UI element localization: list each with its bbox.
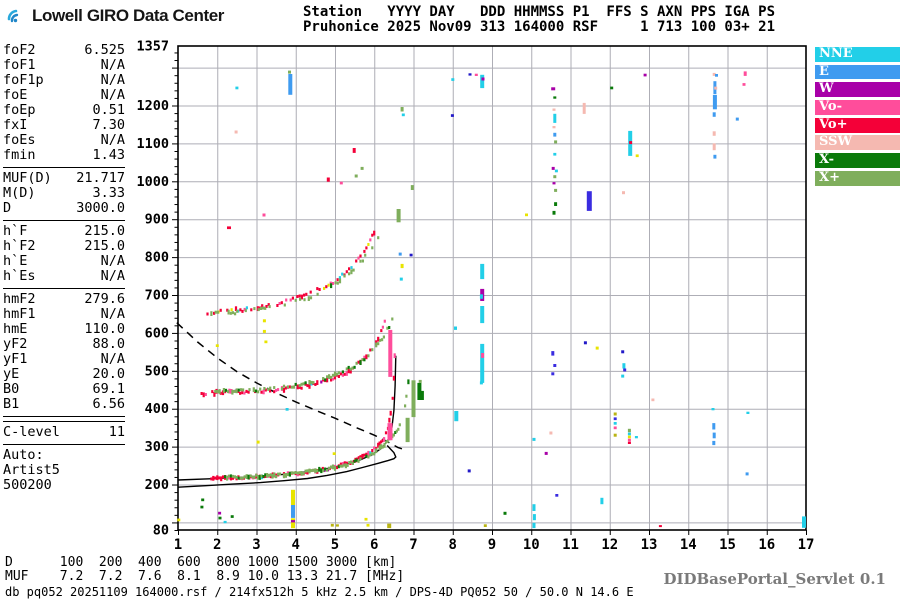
- param-row-hme: hmE 110.0: [3, 321, 125, 337]
- svg-text:10: 10: [523, 537, 540, 553]
- legend-item-x: X-: [815, 152, 900, 168]
- svg-text:500: 500: [145, 363, 169, 379]
- param-row-fof1: foF1 N/A: [3, 57, 125, 73]
- svg-text:1000: 1000: [136, 174, 169, 190]
- param-row-500200: 500200: [3, 477, 52, 493]
- param-row-auto: Auto:: [3, 447, 44, 463]
- param-separator: [3, 220, 125, 221]
- svg-text:1200: 1200: [136, 98, 169, 114]
- param-separator: [3, 288, 125, 289]
- param-row-d: D 3000.0: [3, 200, 125, 216]
- y-axis-labels: 1357 1200 1100 1000 900 800 700 600 500 400 300 200…: [136, 39, 169, 539]
- true-height-profile-curve: [177, 445, 397, 488]
- param-row-he: h`E N/A: [3, 253, 125, 269]
- param-row-ye: yE 20.0: [3, 366, 125, 382]
- muf-distance-table: D 100 200 400 600 800 1000 1500 3000 [km…: [5, 556, 404, 584]
- scaled-parameters-panel: foF2 6.525 foF1 N/A foF1p N/A foE N/A foEp 0.51 fx…: [3, 43, 125, 493]
- plot-frame: [177, 45, 807, 531]
- measurement-info-line: db pq052 20251109 164000.rsf / 214fx512h…: [5, 585, 634, 599]
- svg-text:15: 15: [719, 537, 736, 553]
- param-separator: [3, 167, 125, 168]
- svg-text:600: 600: [145, 325, 169, 341]
- svg-text:900: 900: [145, 212, 169, 228]
- param-row-fxi: fxI 7.30: [3, 117, 125, 133]
- svg-text:4: 4: [292, 537, 300, 553]
- station-header: Station YYYY DAY DDD HHMMSS P1 FFS S AXN…: [303, 5, 775, 35]
- svg-text:80: 80: [153, 523, 169, 539]
- x-axis-labels: 1 2 3 4 5 6 7 8 9 10 11 12 13 14 15 16 17: [174, 537, 815, 553]
- param-row-fof1p: foF1p N/A: [3, 72, 125, 88]
- legend-item-nne: NNE: [815, 46, 900, 62]
- param-separator: [3, 416, 125, 417]
- interference-marks: [177, 70, 806, 529]
- legend-item-x: X+: [815, 170, 900, 186]
- plot-grid: [178, 46, 806, 530]
- svg-text:11: 11: [562, 537, 579, 553]
- param-row-fmin: fmin 1.43: [3, 147, 125, 163]
- svg-text:6: 6: [370, 537, 378, 553]
- svg-text:2: 2: [213, 537, 221, 553]
- param-row-hmf2: hmF2 279.6: [3, 291, 125, 307]
- echo-trace-dots: [200, 230, 410, 482]
- svg-text:1100: 1100: [136, 136, 169, 152]
- svg-text:5: 5: [331, 537, 339, 553]
- legend-item-e: E: [815, 64, 900, 80]
- svg-text:12: 12: [601, 537, 618, 553]
- legend-item-vo: Vo+: [815, 117, 900, 133]
- param-row-foep: foEp 0.51: [3, 102, 125, 118]
- station-header-values: Pruhonice 2025 Nov09 313 164000 RSF 1 71…: [303, 19, 776, 35]
- logo-text: Lowell GIRO Data Center: [32, 6, 225, 25]
- svg-text:700: 700: [145, 288, 169, 304]
- svg-text:3: 3: [252, 537, 260, 553]
- param-separator: [3, 421, 125, 422]
- muf-table-values: MUF 7.2 7.2 7.6 8.1 8.9 10.0 13.3 21.7 […: [5, 569, 405, 584]
- svg-text:13: 13: [641, 537, 658, 553]
- param-row-b1: B1 6.56: [3, 396, 125, 412]
- param-row-artist5: Artist5: [3, 462, 60, 478]
- svg-text:200: 200: [145, 477, 169, 493]
- legend-item-vo: Vo-: [815, 99, 900, 115]
- param-row-hmf1: hmF1 N/A: [3, 306, 125, 322]
- giro-logo: Lowell GIRO Data Center: [6, 5, 224, 27]
- param-row-hf: h`F 215.0: [3, 223, 125, 239]
- param-row-foe: foE N/A: [3, 87, 125, 103]
- servlet-version-label: DIDBasePortal_Servlet 0.1: [663, 570, 886, 588]
- param-separator: [3, 444, 125, 445]
- muf-table-distances: D 100 200 400 600 800 1000 1500 3000 [km…: [5, 555, 397, 570]
- station-header-columns: Station YYYY DAY DDD HHMMSS P1 FFS S AXN…: [303, 4, 776, 20]
- param-row-hf2: h`F2 215.0: [3, 238, 125, 254]
- doppler-direction-legend: NNE E W Vo- Vo+ SSW X- X+: [815, 46, 900, 189]
- giro-wave-icon: [7, 9, 19, 23]
- svg-text:14: 14: [680, 537, 697, 553]
- svg-text:1: 1: [174, 537, 182, 553]
- param-row-mufd: MUF(D) 21.717: [3, 170, 125, 186]
- param-row-fof2: foF2 6.525: [3, 42, 125, 58]
- svg-text:800: 800: [145, 250, 169, 266]
- legend-item-w: W: [815, 82, 900, 98]
- legend-item-ssw: SSW: [815, 135, 900, 151]
- param-row-hes: h`Es N/A: [3, 268, 125, 284]
- svg-text:8: 8: [449, 537, 457, 553]
- param-row-yf1: yF1 N/A: [3, 351, 125, 367]
- param-row-clevel: C-level 11: [3, 424, 125, 440]
- param-row-foes: foEs N/A: [3, 132, 125, 148]
- svg-text:300: 300: [145, 439, 169, 455]
- otrace-fit-curve: [177, 355, 397, 481]
- axis-ticks: [172, 52, 807, 535]
- svg-text:17: 17: [798, 537, 815, 553]
- svg-text:7: 7: [409, 537, 417, 553]
- svg-text:400: 400: [145, 401, 169, 417]
- param-row-yf2: yF2 88.0: [3, 336, 125, 352]
- svg-text:9: 9: [488, 537, 496, 553]
- svg-text:1357: 1357: [136, 39, 169, 55]
- param-row-md: M(D) 3.33: [3, 185, 125, 201]
- param-row-b0: B0 69.1: [3, 381, 125, 397]
- svg-text:16: 16: [758, 537, 775, 553]
